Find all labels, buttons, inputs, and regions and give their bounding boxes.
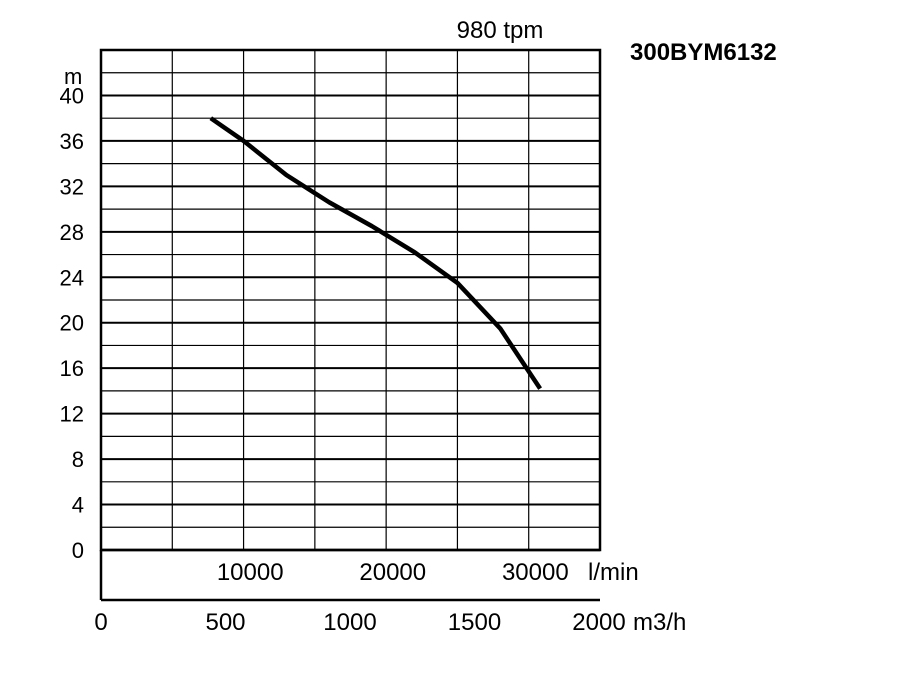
y-tick-label: 36 bbox=[60, 129, 84, 154]
chart-title: 980 tpm bbox=[457, 17, 544, 44]
y-tick-label: 20 bbox=[60, 311, 84, 336]
x-tick-label: 30000 bbox=[502, 559, 569, 586]
x-axis-label: l/min bbox=[588, 559, 639, 586]
x2-tick-label: 2000 bbox=[572, 609, 625, 636]
series-layer bbox=[209, 116, 542, 390]
y-tick-label: 40 bbox=[60, 83, 84, 108]
x2-axis-label: m3/h bbox=[633, 609, 686, 636]
tick-labels: 0 4 8 12 16 20 24 28 32 36 40 10000 20000 30000 0 500 10… bbox=[60, 83, 626, 636]
y-tick-label: 28 bbox=[60, 220, 84, 245]
y-tick-label: 24 bbox=[60, 265, 84, 290]
x2-tick-label: 1500 bbox=[448, 609, 501, 636]
y-tick-label: 16 bbox=[60, 356, 84, 381]
y-axis-label: m bbox=[64, 64, 82, 89]
x2-tick-label: 0 bbox=[94, 609, 107, 636]
x2-tick-label: 500 bbox=[205, 609, 245, 636]
model-label: 300BYM6132 bbox=[630, 39, 777, 66]
x-tick-label: 10000 bbox=[217, 559, 284, 586]
y-tick-label: 8 bbox=[72, 447, 84, 472]
chart-grid bbox=[101, 50, 600, 550]
y-tick-label: 0 bbox=[72, 538, 84, 563]
x2-tick-label: 1000 bbox=[323, 609, 376, 636]
series-line bbox=[209, 116, 542, 390]
y-tick-label: 32 bbox=[60, 174, 84, 199]
y-tick-label: 4 bbox=[72, 493, 84, 518]
x-tick-label: 20000 bbox=[359, 559, 426, 586]
y-tick-label: 12 bbox=[60, 402, 84, 427]
